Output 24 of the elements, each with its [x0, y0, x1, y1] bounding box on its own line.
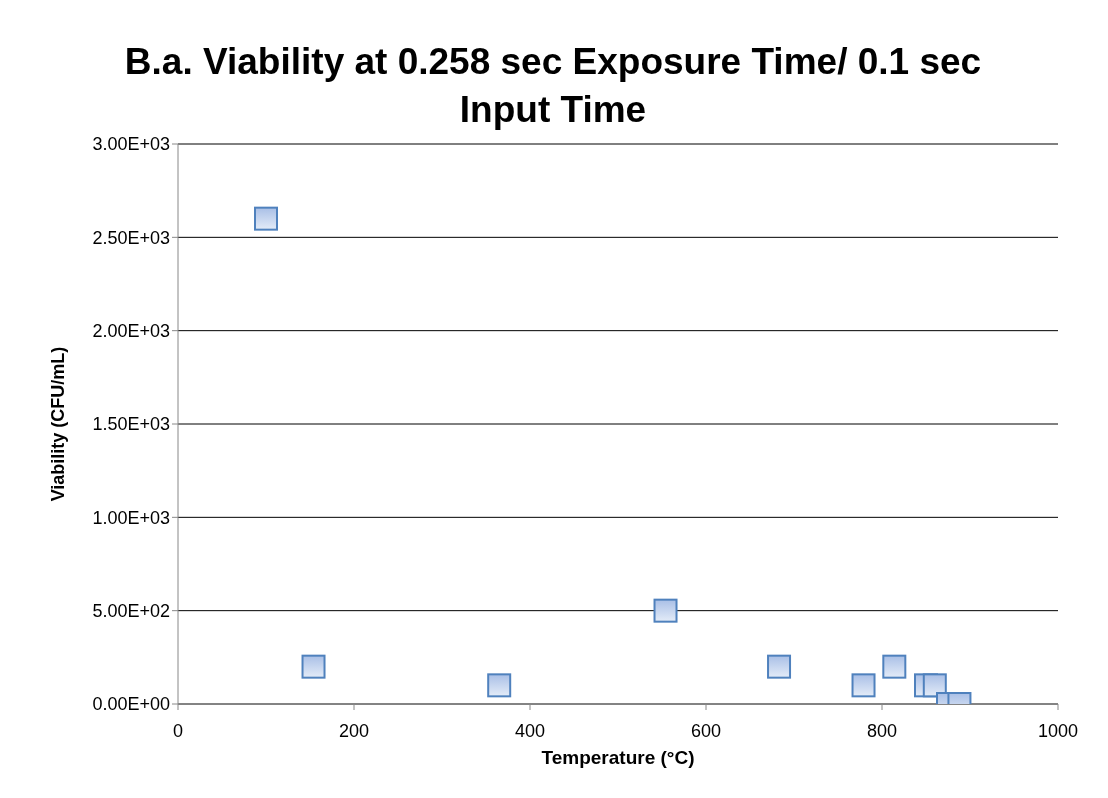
x-tick-label: 200	[338, 720, 370, 741]
point	[767, 654, 792, 679]
y-tick-label: 3.00E+03	[92, 134, 170, 155]
x-axis-title: Temperature (°C)	[541, 747, 695, 768]
y-axis-title: Viability (CFU/mL)	[48, 346, 69, 502]
x-tick-label: 400	[514, 720, 546, 741]
point	[882, 654, 907, 679]
x-tick-label: 1000	[1037, 720, 1079, 741]
x-tick-label: 800	[866, 720, 898, 741]
point	[487, 673, 512, 698]
point	[301, 654, 326, 679]
y-tick-label: 2.50E+03	[92, 227, 170, 248]
point	[653, 598, 678, 623]
y-tick-label: 1.00E+03	[92, 507, 170, 528]
x-tick-label: 0	[172, 720, 184, 741]
point	[254, 206, 278, 231]
y-tick-label: 1.50E+03	[92, 414, 170, 435]
y-tick-label: 0.00E+00	[92, 694, 170, 715]
x-tick-label: 600	[690, 720, 722, 741]
y-tick-label: 2.00E+03	[92, 321, 170, 342]
point	[922, 673, 947, 698]
y-tick-label: 5.00E+02	[92, 601, 170, 622]
point	[851, 673, 876, 698]
chart-title: B.a. Viability at 0.258 sec Exposure Time/ 0.1 sec Input Time	[123, 40, 983, 132]
